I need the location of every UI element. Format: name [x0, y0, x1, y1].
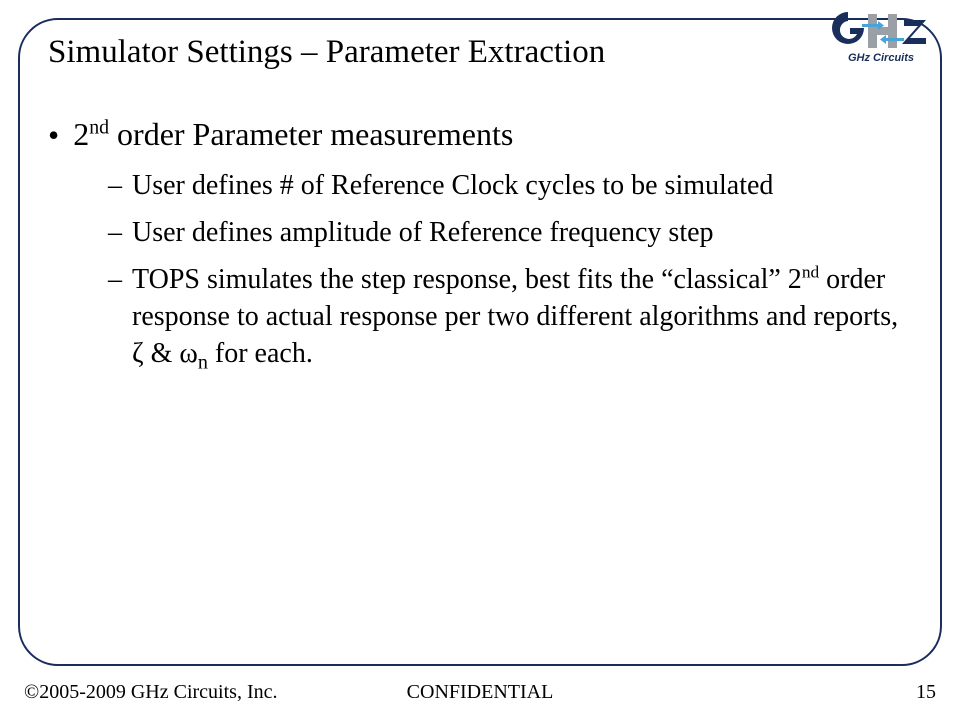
slide-title: Simulator Settings – Parameter Extractio…	[48, 34, 605, 71]
bullet-marker: •	[48, 116, 59, 154]
bullet-level2: – User defines # of Reference Clock cycl…	[108, 168, 900, 205]
dash-marker: –	[108, 215, 122, 252]
footer-page-number: 15	[916, 681, 936, 704]
footer-confidential: CONFIDENTIAL	[407, 681, 554, 704]
slide-content: • 2nd order Parameter measurements – Use…	[48, 116, 900, 386]
footer-copyright: ©2005-2009 GHz Circuits, Inc.	[24, 681, 278, 704]
company-logo: GHz Circuits	[826, 6, 936, 66]
logo-tagline: GHz Circuits	[848, 52, 914, 64]
bullet-level1: • 2nd order Parameter measurements	[48, 116, 900, 154]
bullet-text: User defines # of Reference Clock cycles…	[132, 168, 900, 205]
slide-footer: ©2005-2009 GHz Circuits, Inc. CONFIDENTI…	[24, 681, 936, 704]
dash-marker: –	[108, 168, 122, 205]
bullet-text: User defines amplitude of Reference freq…	[132, 215, 900, 252]
bullet-text: 2nd order Parameter measurements	[73, 116, 513, 153]
bullet-text: TOPS simulates the step response, best f…	[132, 262, 900, 376]
dash-marker: –	[108, 262, 122, 299]
bullet-level2: – TOPS simulates the step response, best…	[108, 262, 900, 376]
bullet-level2: – User defines amplitude of Reference fr…	[108, 215, 900, 252]
